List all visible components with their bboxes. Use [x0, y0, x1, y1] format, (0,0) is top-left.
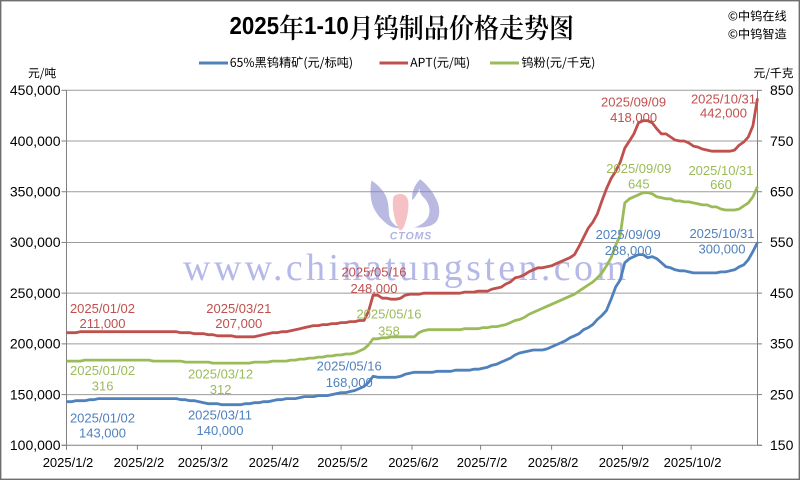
svg-text:358: 358	[378, 323, 400, 338]
svg-text:2025/05/16: 2025/05/16	[356, 307, 421, 322]
svg-text:650: 650	[770, 184, 794, 200]
svg-text:2025/2/2: 2025/2/2	[114, 455, 165, 470]
svg-text:316: 316	[92, 378, 114, 393]
svg-text:2025/03/11: 2025/03/11	[188, 408, 252, 423]
svg-text:2025/7/2: 2025/7/2	[457, 455, 508, 470]
svg-text:2025/09/09: 2025/09/09	[606, 161, 671, 176]
svg-text:550: 550	[770, 234, 794, 250]
svg-text:2025/5/2: 2025/5/2	[317, 455, 368, 470]
svg-text:2025/09/09: 2025/09/09	[596, 227, 661, 242]
svg-text:450: 450	[770, 285, 794, 301]
svg-text:2025/03/21: 2025/03/21	[206, 301, 271, 316]
svg-text:250,000: 250,000	[10, 285, 61, 301]
svg-text:312: 312	[210, 382, 232, 397]
svg-text:143,000: 143,000	[79, 426, 126, 441]
svg-text:350: 350	[770, 336, 794, 352]
svg-text:288,000: 288,000	[605, 243, 652, 258]
svg-text:2025/9/2: 2025/9/2	[599, 455, 650, 470]
svg-text:150,000: 150,000	[10, 386, 61, 402]
svg-text:150: 150	[770, 437, 794, 453]
svg-text:2025/05/16: 2025/05/16	[341, 265, 406, 280]
svg-text:2025/8/2: 2025/8/2	[528, 455, 579, 470]
svg-text:2025/10/2: 2025/10/2	[664, 455, 722, 470]
svg-text:2025/03/12: 2025/03/12	[188, 367, 253, 382]
svg-text:660: 660	[710, 177, 732, 192]
svg-text:2025/01/02: 2025/01/02	[70, 411, 135, 426]
svg-text:2025/10/31: 2025/10/31	[689, 226, 754, 241]
svg-text:207,000: 207,000	[215, 316, 262, 331]
svg-text:140,000: 140,000	[197, 423, 244, 438]
svg-text:2025/09/09: 2025/09/09	[601, 95, 666, 110]
svg-text:2025/10/31: 2025/10/31	[688, 163, 753, 178]
svg-text:850: 850	[770, 82, 794, 98]
svg-text:2025/3/2: 2025/3/2	[178, 455, 229, 470]
svg-text:2025/05/16: 2025/05/16	[317, 358, 382, 373]
svg-text:442,000: 442,000	[700, 106, 747, 121]
svg-text:300,000: 300,000	[699, 241, 746, 256]
svg-text:168,000: 168,000	[326, 375, 373, 390]
svg-text:100,000: 100,000	[10, 437, 61, 453]
svg-text:2025/01/02: 2025/01/02	[70, 301, 135, 316]
svg-text:645: 645	[628, 176, 650, 191]
svg-text:211,000: 211,000	[79, 316, 125, 331]
svg-text:2025/01/02: 2025/01/02	[70, 363, 135, 378]
svg-text:750: 750	[770, 133, 794, 149]
svg-text:450,000: 450,000	[10, 82, 61, 98]
svg-text:2025/1/2: 2025/1/2	[43, 455, 94, 470]
svg-text:350,000: 350,000	[10, 184, 61, 200]
svg-text:400,000: 400,000	[10, 133, 61, 149]
svg-text:2025/10/31: 2025/10/31	[691, 92, 756, 107]
svg-text:250: 250	[770, 386, 794, 402]
svg-text:200,000: 200,000	[10, 336, 61, 352]
svg-text:418,000: 418,000	[610, 110, 657, 125]
svg-text:2025/6/2: 2025/6/2	[388, 455, 439, 470]
svg-text:300,000: 300,000	[10, 234, 61, 250]
svg-text:2025/4/2: 2025/4/2	[249, 455, 300, 470]
svg-text:248,000: 248,000	[351, 281, 398, 296]
